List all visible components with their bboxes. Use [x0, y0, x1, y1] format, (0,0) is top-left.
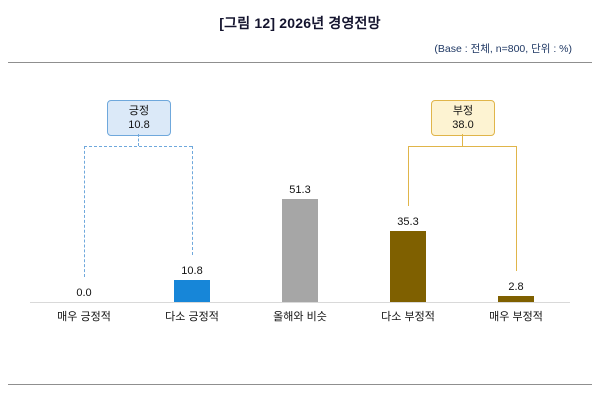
bar-value-label: 10.8 [181, 265, 203, 278]
x-axis-line [30, 302, 570, 303]
bottom-divider [8, 384, 592, 385]
bar [390, 231, 426, 302]
bar [282, 199, 318, 302]
category-label: 매우 부정적 [489, 311, 543, 323]
bar-group: 51.3 올해와 비슷 [246, 90, 354, 330]
bar-group: 2.8 매우 부정적 [462, 90, 570, 330]
bar-value-label: 0.0 [76, 287, 92, 299]
category-label: 매우 긍정적 [57, 311, 111, 323]
bar-group: 35.3 다소 부정적 [354, 90, 462, 330]
bar-value-label: 35.3 [397, 216, 419, 229]
bar-chart: 0.0 매우 긍정적 10.8 다소 긍정적 51.3 올해와 비슷 35.3 … [30, 90, 570, 330]
base-note: (Base : 전체, n=800, 단위 : %) [434, 43, 572, 55]
top-divider [8, 62, 592, 63]
chart-title: [그림 12] 2026년 경영전망 [219, 15, 381, 31]
bar-value-label: 51.3 [289, 184, 311, 197]
category-label: 다소 긍정적 [165, 311, 219, 323]
category-label: 다소 부정적 [381, 311, 435, 323]
category-label: 올해와 비슷 [273, 311, 327, 323]
bar [498, 296, 534, 302]
bar-group: 10.8 다소 긍정적 [138, 90, 246, 330]
bar [174, 280, 210, 302]
bar-value-label: 2.8 [508, 281, 524, 294]
bar-group: 0.0 매우 긍정적 [30, 90, 138, 330]
